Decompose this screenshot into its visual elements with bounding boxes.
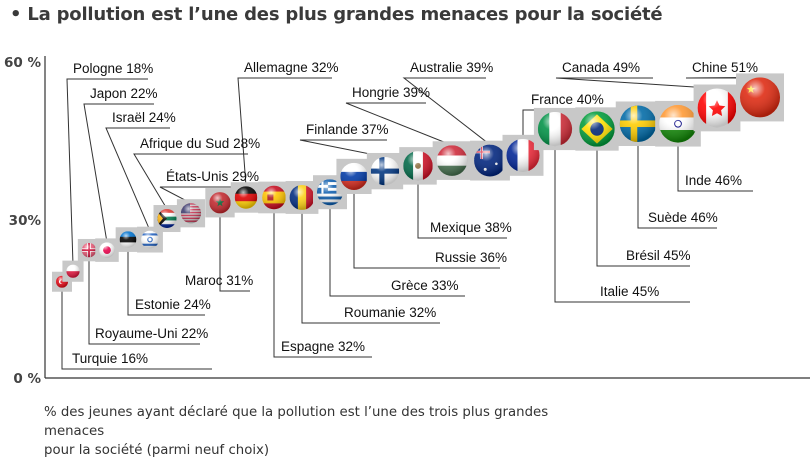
flag-marker-sweden (615, 101, 661, 146)
leader-line (596, 146, 690, 267)
chart-title: • La pollution est l’une des plus grandes… (10, 4, 663, 25)
data-label: Italie 45% (600, 284, 659, 299)
data-label: Estonie 24% (135, 297, 211, 312)
leader-line (677, 142, 753, 192)
leader-line (554, 146, 690, 303)
leader-line (299, 139, 387, 158)
data-labels: Turquie 16% Pologne 18% Royaume-Uni 22% Jap… (72, 60, 758, 366)
data-label: France 40% (531, 92, 604, 107)
flag-marker-brazil (575, 107, 619, 151)
leader-line (237, 77, 332, 187)
leader-line (83, 103, 154, 243)
flag-marker-japan (95, 238, 119, 262)
data-label: Royaume-Uni 22% (95, 326, 208, 341)
bullet-icon: • (10, 4, 22, 25)
axes: 0 % 30% 60 % (4, 55, 810, 387)
data-label: Australie 39% (410, 60, 493, 75)
data-label: Canada 49% (562, 60, 640, 75)
flag-marker-estonia (115, 227, 141, 252)
leader-line (159, 186, 252, 204)
leader-line (345, 102, 453, 146)
data-label: Roumanie 32% (344, 305, 436, 320)
flag-marker-hungary (432, 141, 472, 180)
leader-line (301, 209, 440, 324)
flag-marker-china (736, 73, 784, 122)
data-label: Japon 22% (90, 86, 158, 101)
leader-line (127, 247, 205, 316)
flag-marker-poland (62, 260, 84, 282)
y-tick-label: 30% (9, 213, 42, 229)
data-label: Hongrie 39% (352, 85, 430, 100)
flag-marker-spain (258, 181, 290, 214)
flag-marker-morocco (205, 188, 235, 218)
flag-marker-south-africa (153, 205, 181, 233)
leader-line (555, 77, 718, 90)
flag-marker-india (655, 100, 701, 147)
data-label: Pologne 18% (73, 61, 153, 76)
leader-line (402, 77, 491, 146)
leader-line (417, 180, 507, 239)
data-label: Turquie 16% (72, 351, 148, 366)
chart-svg: 0 % 30% 60 % Turquie 16% Pologne 18% Royaume… (4, 55, 810, 387)
leader-line (133, 153, 248, 210)
flag-marker-italy (533, 107, 577, 151)
data-label: Mexique 38% (430, 220, 512, 235)
leader-line (61, 287, 212, 370)
leader-line (637, 141, 717, 229)
flag-marker-mexico (399, 147, 437, 185)
leader-line (66, 78, 148, 265)
leader-line (105, 127, 170, 231)
data-label: États-Unis 29% (166, 169, 259, 184)
data-label: Afrique du Sud 28% (140, 136, 260, 151)
leader-lines (61, 76, 762, 370)
data-label: Chine 51% (692, 60, 758, 75)
flag-marker-usa (176, 199, 206, 228)
data-label: Israël 24% (112, 110, 176, 125)
caption-line-2: pour la société (parmi neuf choix) (44, 443, 270, 458)
data-label: Allemagne 32% (244, 60, 339, 75)
chart-caption: % des jeunes ayant déclaré que la pollut… (44, 403, 564, 460)
data-label: Suède 46% (648, 210, 718, 225)
flag-marker-uk (77, 238, 101, 262)
caption-line-1: % des jeunes ayant déclaré que la pollut… (44, 405, 549, 439)
leader-line (219, 213, 250, 292)
leader-line (329, 205, 465, 297)
data-label: Maroc 31% (185, 273, 253, 288)
y-tick-label: 60 % (4, 55, 41, 71)
flag-marker-finland (366, 152, 404, 190)
data-label: Finlande 37% (306, 122, 389, 137)
flag-marker-germany (230, 182, 262, 213)
y-tick-label: 0 % (13, 371, 41, 387)
data-label: Russie 36% (435, 250, 507, 265)
data-label: Inde 46% (685, 173, 742, 188)
flag-marker-canada (693, 84, 741, 132)
leader-line (353, 189, 500, 269)
data-label: Grèce 33% (391, 278, 459, 293)
flag-marker-israel (137, 226, 163, 253)
leader-line (273, 209, 372, 358)
flag-marker-russia (336, 158, 372, 194)
leader-line (88, 257, 200, 345)
data-label: Brésil 45% (626, 248, 691, 263)
data-label: Espagne 32% (281, 339, 365, 354)
chart-title-text: La pollution est l’une des plus grandes … (27, 4, 663, 25)
flag-markers (52, 73, 784, 292)
flag-marker-romania (285, 181, 319, 214)
